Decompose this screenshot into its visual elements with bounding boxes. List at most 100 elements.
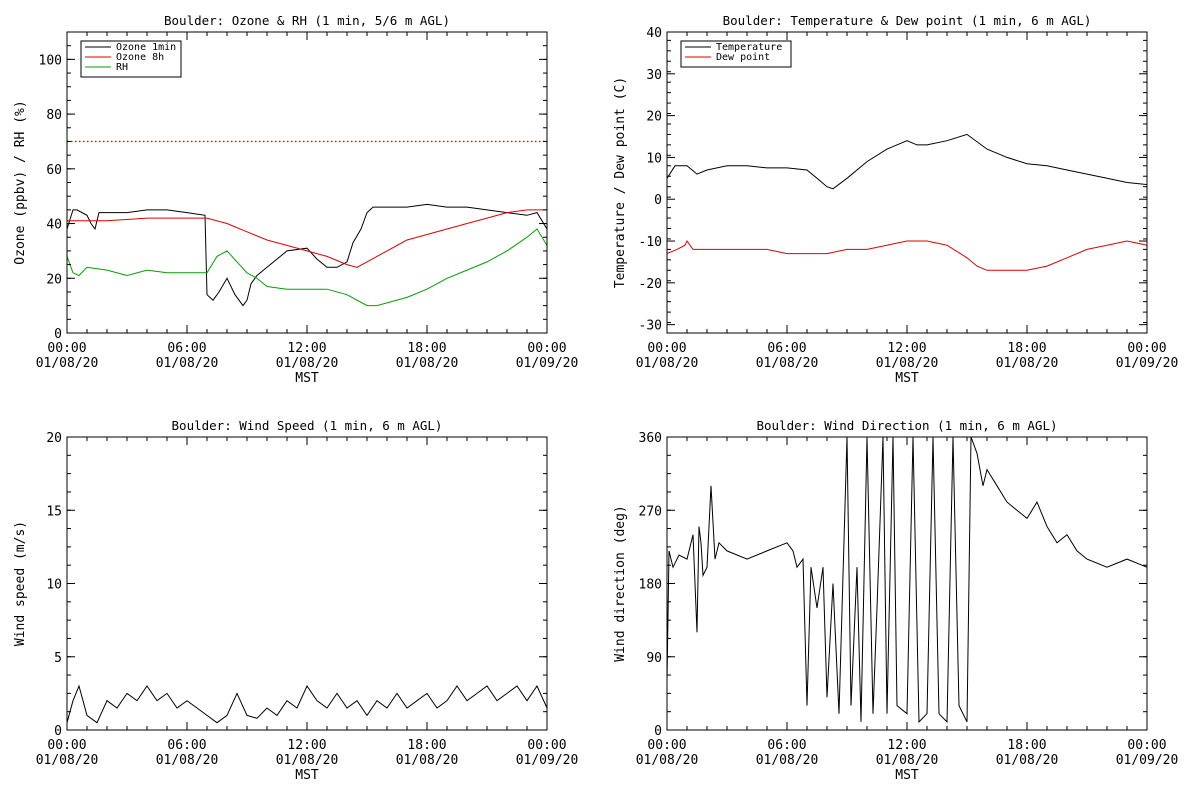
y-axis-label: Wind speed (m/s) — [13, 521, 28, 646]
x-tick-label-date: 01/08/20 — [996, 753, 1059, 768]
chart-panel-4: Boulder: Wind Direction (1 min, 6 m AGL)… — [613, 418, 1178, 783]
chart-title: Boulder: Ozone & RH (1 min, 5/6 m AGL) — [164, 13, 450, 28]
chart-panel-1: Boulder: Ozone & RH (1 min, 5/6 m AGL) 0 2… — [13, 13, 578, 386]
x-tick-label-time: 00:00 — [47, 341, 86, 356]
series-group — [667, 437, 1147, 724]
y-axis-label: Temperature / Dew point (C) — [613, 77, 628, 288]
x-tick-label-time: 12:00 — [887, 738, 926, 753]
x-tick-label-date: 01/09/20 — [516, 753, 579, 768]
y-tick-label: 40 — [646, 26, 662, 41]
x-tick-label-date: 01/08/20 — [156, 753, 219, 768]
x-tick-label-time: 06:00 — [767, 341, 806, 356]
x-tick-label-time: 06:00 — [767, 738, 806, 753]
x-tick-label-date: 01/09/20 — [516, 356, 579, 371]
x-tick-label-time: 00:00 — [1127, 738, 1166, 753]
x-tick-label-time: 12:00 — [287, 738, 326, 753]
y-tick-label: 20 — [46, 272, 62, 287]
x-tick-label-date: 01/08/20 — [636, 356, 699, 371]
y-tick-label: 90 — [646, 651, 662, 666]
x-tick-label-time: 18:00 — [407, 738, 446, 753]
x-tick-label-date: 01/08/20 — [876, 356, 939, 371]
x-tick-label-time: 00:00 — [527, 738, 566, 753]
x-axis-label: MST — [295, 371, 319, 386]
x-tick-label-date: 01/08/20 — [276, 356, 339, 371]
x-tick-label-date: 01/08/20 — [36, 753, 99, 768]
x-tick-label-date: 01/08/20 — [756, 356, 819, 371]
y-tick-label: 360 — [639, 431, 662, 446]
y-tick-label: 15 — [46, 504, 62, 519]
series-line-temperature — [667, 133, 1147, 190]
x-axis-label: MST — [895, 768, 919, 783]
legend-label: Dew point — [716, 52, 770, 63]
y-tick-label: 100 — [39, 53, 62, 68]
y-tick-label: -10 — [639, 235, 662, 250]
x-tick-label-time: 00:00 — [647, 341, 686, 356]
chart-title: Boulder: Wind Speed (1 min, 6 m AGL) — [172, 418, 443, 433]
y-tick-label: 270 — [639, 504, 662, 519]
x-tick-label-date: 01/09/20 — [1116, 356, 1179, 371]
x-tick-label-time: 18:00 — [1007, 341, 1046, 356]
y-tick-label: 80 — [46, 108, 62, 123]
series-group — [67, 203, 547, 307]
series-line-series-1 — [667, 437, 1147, 724]
y-tick-label: 0 — [54, 327, 62, 342]
y-tick-label: 20 — [46, 431, 62, 446]
x-tick-label-date: 01/08/20 — [396, 753, 459, 768]
y-axis-label: Wind direction (deg) — [613, 505, 628, 662]
y-tick-label: 30 — [646, 68, 662, 83]
legend-label: Temperature — [716, 42, 782, 53]
x-tick-label-date: 01/08/20 — [996, 356, 1059, 371]
x-axis-label: MST — [895, 371, 919, 386]
x-tick-label-date: 01/08/20 — [756, 753, 819, 768]
y-tick-label: -30 — [639, 319, 662, 334]
x-tick-label-date: 01/08/20 — [876, 753, 939, 768]
plot-frame — [666, 436, 1148, 731]
series-group — [67, 684, 547, 724]
x-axis-label: MST — [295, 768, 319, 783]
x-tick-label-time: 00:00 — [1127, 341, 1166, 356]
x-tick-label-time: 00:00 — [527, 341, 566, 356]
x-tick-label-time: 06:00 — [167, 341, 206, 356]
y-axis-label: Ozone (ppbv) / RH (%) — [13, 100, 28, 264]
x-tick-label-time: 18:00 — [1007, 738, 1046, 753]
x-tick-label-date: 01/08/20 — [396, 356, 459, 371]
series-group — [667, 133, 1147, 271]
series-line-ozone-8h — [67, 209, 547, 268]
x-tick-label-time: 18:00 — [407, 341, 446, 356]
y-tick-label: 40 — [46, 218, 62, 233]
series-line-ozone-1min — [67, 203, 547, 307]
legend-label: RH — [116, 62, 128, 73]
x-tick-label-date: 01/08/20 — [276, 753, 339, 768]
legend-label: Ozone 8h — [116, 52, 164, 63]
y-tick-label: 10 — [646, 151, 662, 166]
x-tick-label-time: 12:00 — [287, 341, 326, 356]
y-tick-label: 0 — [654, 193, 662, 208]
x-tick-label-time: 12:00 — [887, 341, 926, 356]
x-tick-label-time: 00:00 — [647, 738, 686, 753]
x-tick-label-time: 06:00 — [167, 738, 206, 753]
x-tick-label-date: 01/08/20 — [636, 753, 699, 768]
y-tick-label: 5 — [54, 651, 62, 666]
y-tick-label: 60 — [46, 163, 62, 178]
legend-label: Ozone 1min — [116, 42, 176, 53]
x-tick-label-time: 00:00 — [47, 738, 86, 753]
chart-panel-2: Boulder: Temperature & Dew point (1 min,… — [613, 13, 1178, 386]
x-tick-label-date: 01/08/20 — [156, 356, 219, 371]
y-tick-label: 180 — [639, 578, 662, 593]
y-tick-label: -20 — [639, 277, 662, 292]
y-tick-label: 0 — [654, 724, 662, 739]
y-tick-label: 20 — [646, 110, 662, 125]
series-line-rh — [67, 228, 547, 307]
chart-panel-3: Boulder: Wind Speed (1 min, 6 m AGL) 0 5 10… — [13, 418, 578, 783]
x-tick-label-date: 01/09/20 — [1116, 753, 1179, 768]
y-tick-label: 0 — [54, 724, 62, 739]
chart-title: Boulder: Temperature & Dew point (1 min,… — [723, 13, 1092, 28]
x-tick-label-date: 01/08/20 — [36, 356, 99, 371]
legend-box — [680, 40, 792, 68]
series-line-dew-point — [667, 240, 1147, 271]
series-line-series-1 — [67, 684, 547, 724]
